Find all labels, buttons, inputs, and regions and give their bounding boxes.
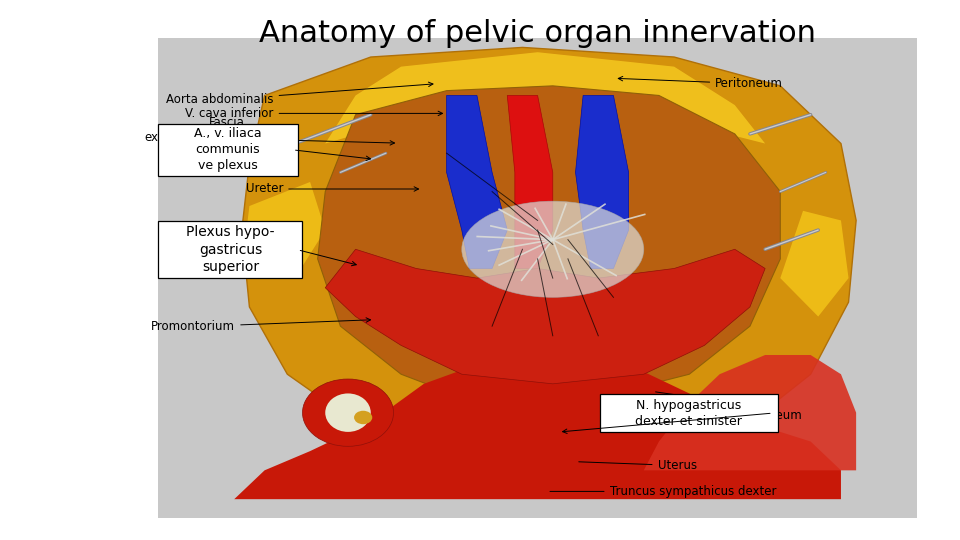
Ellipse shape — [462, 201, 644, 298]
Polygon shape — [507, 96, 553, 268]
Polygon shape — [780, 211, 849, 316]
Polygon shape — [242, 48, 856, 461]
Polygon shape — [325, 52, 765, 144]
Text: Truncus sympathicus dexter: Truncus sympathicus dexter — [550, 485, 776, 498]
Polygon shape — [318, 86, 780, 403]
Polygon shape — [446, 96, 507, 268]
Ellipse shape — [302, 379, 394, 446]
Polygon shape — [575, 96, 629, 268]
FancyBboxPatch shape — [158, 124, 298, 176]
Text: Ureter: Ureter — [246, 183, 419, 195]
Text: V. cava inferior: V. cava inferior — [185, 107, 443, 120]
Text: Fascia
extraperitonealis
(subserosa): Fascia extraperitonealis (subserosa) — [144, 116, 395, 159]
Text: Promontorium: Promontorium — [151, 318, 371, 333]
Ellipse shape — [325, 394, 371, 432]
Text: Uterus: Uterus — [579, 459, 697, 472]
Text: Aorta abdominalis: Aorta abdominalis — [166, 82, 433, 106]
Text: Anatomy of pelvic organ innervation: Anatomy of pelvic organ innervation — [259, 19, 816, 48]
Text: Plexus hypo-
gastricus
superior: Plexus hypo- gastricus superior — [186, 226, 275, 274]
FancyBboxPatch shape — [600, 394, 778, 432]
Polygon shape — [325, 249, 765, 384]
FancyBboxPatch shape — [158, 221, 302, 278]
Polygon shape — [242, 182, 325, 278]
Polygon shape — [234, 355, 841, 499]
Text: A., v. iliaca
communis
ve plexus: A., v. iliaca communis ve plexus — [194, 127, 262, 172]
Text: Colon
sigmoideum: Colon sigmoideum — [656, 392, 803, 422]
Text: Peritoneum: Peritoneum — [618, 77, 783, 90]
Text: N. hypogastricus
dexter et sinister: N. hypogastricus dexter et sinister — [636, 399, 742, 428]
Polygon shape — [644, 355, 856, 470]
Polygon shape — [158, 38, 917, 518]
Ellipse shape — [354, 411, 372, 424]
